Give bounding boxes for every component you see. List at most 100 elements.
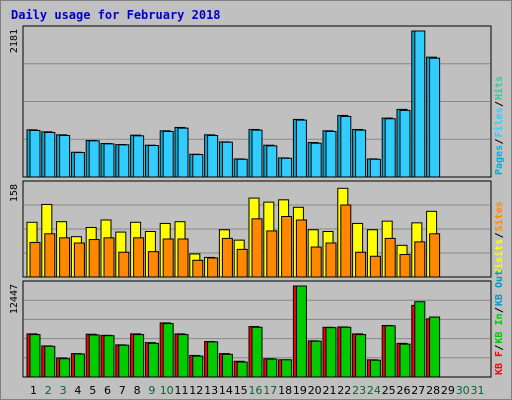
bar-visits-sites-day-20	[310, 246, 322, 278]
bar-hits-files-day-17	[266, 145, 278, 178]
max-value-label: 12447	[9, 284, 20, 314]
day-label-7: 7	[119, 384, 126, 397]
bar-hits-files-day-24	[369, 158, 381, 178]
bar-hits-files-day-26	[399, 109, 411, 178]
bar-hits-files-day-15	[236, 158, 248, 178]
bar-kbytes-kb-in-day-28	[429, 316, 441, 378]
bar-kbytes-kb-in-day-25	[384, 325, 396, 378]
bar-kbytes-kb-in-day-23	[355, 334, 367, 378]
bar-kbytes-kb-in-day-12	[192, 355, 204, 378]
bar-visits-sites-day-24	[369, 255, 381, 278]
day-label-10: 10	[160, 384, 174, 397]
bar-hits-files-day-25	[384, 118, 396, 178]
bar-hits-files-day-9	[147, 145, 159, 178]
bar-visits-sites-day-1	[29, 241, 41, 278]
bar-hits-files-day-23	[355, 129, 367, 178]
day-label-5: 5	[89, 384, 96, 397]
bar-visits-sites-day-6	[103, 237, 115, 278]
day-label-25: 25	[382, 384, 396, 397]
day-label-26: 26	[397, 384, 411, 397]
legend-hits: Hits	[493, 76, 505, 100]
bar-visits-sites-day-18	[281, 216, 293, 278]
bar-kbytes-kb-in-day-8	[133, 334, 145, 378]
bar-hits-files-day-27	[414, 30, 426, 178]
day-label-17: 17	[263, 384, 277, 397]
bar-hits-files-day-3	[59, 134, 71, 178]
bar-hits-files-day-10	[162, 130, 174, 178]
bar-visits-sites-day-8	[133, 237, 145, 278]
bar-kbytes-kb-in-day-9	[147, 342, 159, 378]
bar-visits-sites-day-22	[340, 204, 352, 278]
bar-visits-sites-day-3	[59, 237, 71, 278]
bar-hits-files-day-22	[340, 115, 352, 178]
legend-separator: /	[494, 345, 505, 351]
day-label-22: 22	[337, 384, 351, 397]
day-label-14: 14	[219, 384, 233, 397]
day-label-19: 19	[293, 384, 307, 397]
bar-visits-sites-day-25	[384, 237, 396, 278]
bar-kbytes-kb-in-day-2	[44, 345, 56, 378]
legend-separator: /	[494, 138, 505, 144]
bar-hits-files-day-13	[207, 134, 219, 178]
bar-kbytes-kb-in-day-13	[207, 341, 219, 378]
legend-kb-in: KB In	[494, 313, 505, 343]
legend-kb-f: KB F	[494, 351, 505, 375]
bar-visits-sites-day-28	[429, 233, 441, 278]
bar-hits-files-day-16	[251, 129, 263, 178]
day-label-23: 23	[352, 384, 366, 397]
bar-visits-sites-day-4	[73, 242, 85, 278]
day-label-21: 21	[323, 384, 337, 397]
bar-kbytes-kb-in-day-16	[251, 326, 263, 378]
bar-visits-sites-day-7	[118, 251, 130, 278]
bar-hits-files-day-5	[88, 140, 100, 178]
bar-visits-sites-day-13	[207, 257, 219, 278]
day-label-15: 15	[234, 384, 248, 397]
day-label-13: 13	[204, 384, 218, 397]
bar-kbytes-kb-in-day-11	[177, 334, 189, 378]
legend-sites: Sites	[493, 201, 505, 231]
bar-kbytes-kb-in-day-14	[221, 353, 233, 378]
legend-files: Files	[493, 107, 505, 137]
bar-hits-files-day-20	[310, 142, 322, 178]
bar-visits-sites-day-21	[325, 242, 337, 278]
legend-separator: /	[494, 101, 505, 107]
day-label-11: 11	[175, 384, 189, 397]
bar-kbytes-kb-in-day-4	[73, 353, 85, 378]
chart-title: Daily usage for February 2018	[11, 8, 221, 22]
max-value-label: 2181	[9, 29, 20, 53]
bar-kbytes-kb-in-day-22	[340, 326, 352, 378]
bar-visits-sites-day-14	[221, 237, 233, 278]
day-label-27: 27	[411, 384, 425, 397]
day-label-1: 1	[30, 384, 37, 397]
bar-hits-files-day-19	[295, 119, 307, 178]
day-label-2: 2	[45, 384, 52, 397]
bar-hits-files-day-12	[192, 154, 204, 178]
bar-visits-sites-day-23	[355, 251, 367, 278]
day-label-16: 16	[249, 384, 263, 397]
bar-hits-files-day-4	[73, 152, 85, 178]
max-value-label: 158	[9, 184, 20, 202]
bar-hits-files-day-6	[103, 143, 115, 178]
bar-visits-sites-day-10	[162, 238, 174, 278]
bar-kbytes-kb-in-day-21	[325, 327, 337, 378]
bar-hits-files-day-18	[281, 157, 293, 178]
day-label-12: 12	[189, 384, 203, 397]
bar-kbytes-kb-in-day-5	[88, 334, 100, 378]
legend-kb-out: KB Out	[494, 270, 505, 306]
bar-kbytes-kb-in-day-7	[118, 344, 130, 378]
bar-kbytes-kb-in-day-24	[369, 359, 381, 378]
bar-kbytes-kb-in-day-26	[399, 343, 411, 378]
bar-visits-sites-day-12	[192, 259, 204, 278]
day-label-18: 18	[278, 384, 292, 397]
day-label-31: 31	[471, 384, 485, 397]
bar-visits-sites-day-27	[414, 241, 426, 278]
bar-hits-files-day-21	[325, 130, 337, 178]
bar-visits-sites-day-19	[295, 219, 307, 278]
bar-visits-sites-day-15	[236, 248, 248, 278]
day-label-24: 24	[367, 384, 381, 397]
bar-kbytes-kb-in-day-3	[59, 358, 71, 378]
legend-separator: /	[494, 307, 505, 313]
bar-visits-sites-day-5	[88, 239, 100, 278]
